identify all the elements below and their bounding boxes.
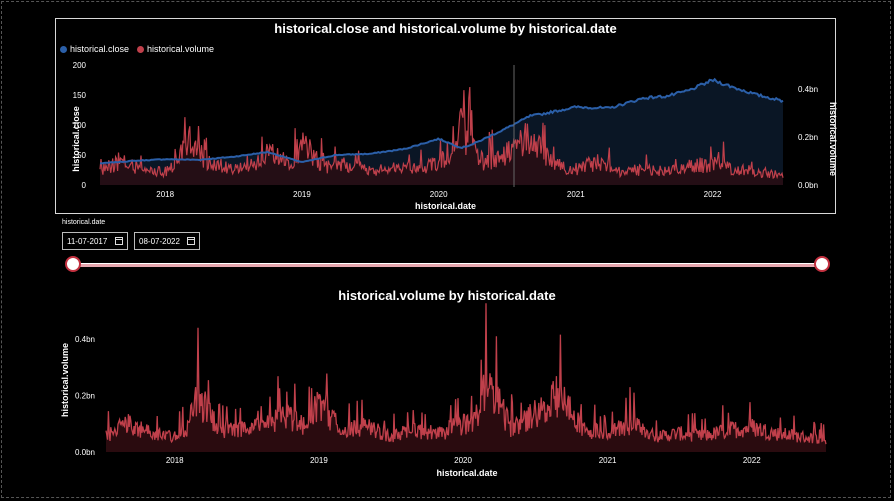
y2-tick-label: 0.2bn [798,133,818,142]
legend-close-dot [60,45,67,53]
legend-item-volume[interactable]: historical.volume [137,44,214,54]
y2-tick-label: 0.4bn [798,85,818,94]
y-tick-label: 200 [73,61,87,70]
volume-chart-title: historical.volume by historical.date [338,288,556,303]
date-slicer-label: historical.date [62,219,106,226]
close-series-line [99,77,784,165]
y-tick-label: 100 [73,121,87,130]
slider-end-handle[interactable] [814,256,830,272]
y-tick-label: 0 [82,181,87,190]
end-date-value: 08-07-2022 [139,236,180,246]
start-date-value: 11-07-2017 [67,236,108,246]
volume-x-axis-title: historical.date [436,468,498,478]
volume-y-axis-title: historical.volume [60,342,70,418]
date-range-slider-track[interactable] [73,263,822,267]
legend-volume-label: historical.volume [147,44,215,54]
y-tick-label: 50 [77,151,86,160]
start-date-input[interactable]: 11-07-2017 [62,232,128,250]
slider-start-handle[interactable] [65,256,81,272]
volume-area [100,87,783,185]
x-tick-label: 2021 [567,190,585,199]
legend-volume-dot [137,45,145,53]
combo-x-axis-title: historical.date [414,201,477,211]
x-tick-label: 2019 [293,190,311,199]
calendar-icon[interactable] [187,237,195,245]
x-tick-label: 2020 [430,190,448,199]
combo-chart-title: historical.close and historical.volume b… [274,21,617,36]
combo-chart-legend: historical.close historical.volume [60,44,214,54]
y2-tick-label: 0.0bn [798,181,818,190]
calendar-icon[interactable] [115,237,123,245]
legend-item-close[interactable]: historical.close [60,44,129,54]
end-date-input[interactable]: 08-07-2022 [134,232,200,250]
combo-chart-plot: 0 50 100 150 200 0.0bn 0.2bn 0.4bn 2018 2019 2020 2… [73,61,818,199]
y-tick-label: 150 [73,91,87,100]
x-tick-label: 2022 [704,190,722,199]
x-tick-label: 2018 [156,190,174,199]
legend-close-label: historical.close [70,44,130,54]
volume-series-line [99,86,784,180]
combo-chart-card[interactable]: historical.close and historical.volume b… [55,18,838,214]
